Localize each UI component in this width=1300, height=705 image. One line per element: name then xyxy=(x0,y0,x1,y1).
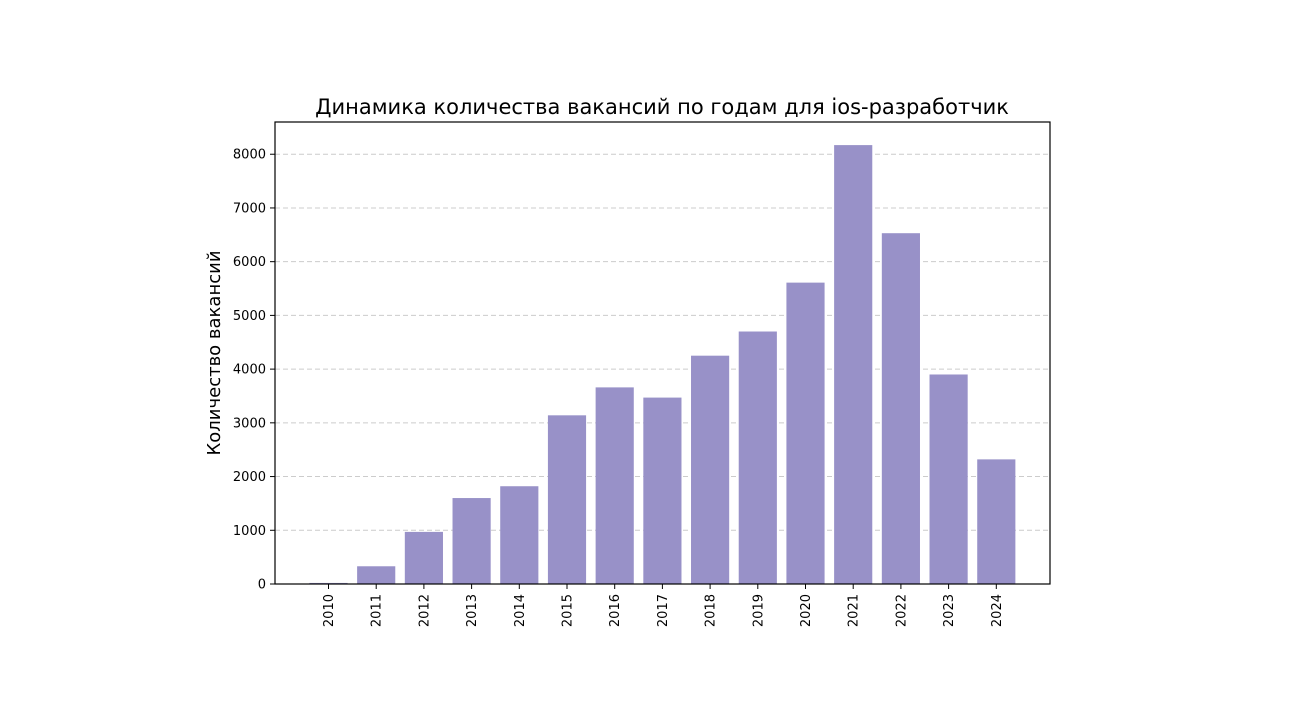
y-tick-label: 2000 xyxy=(233,470,266,485)
x-tick-label: 2012 xyxy=(417,594,432,627)
bar-2017 xyxy=(643,397,682,584)
bar-2015 xyxy=(547,415,587,584)
chart-title: Динамика количества вакансий по годам дл… xyxy=(315,95,1009,119)
bar-2014 xyxy=(500,486,539,584)
x-tick-label: 2022 xyxy=(894,594,909,627)
x-tick-label: 2024 xyxy=(990,594,1005,627)
bars xyxy=(309,145,1016,584)
y-tick-label: 8000 xyxy=(233,148,266,163)
bar-2022 xyxy=(881,233,920,584)
x-ticks: 2010 2011 2012 2013 2014 2015 2016 2017 2018 2019… xyxy=(322,584,1005,627)
y-tick-label: 5000 xyxy=(233,309,266,324)
x-tick-label: 2020 xyxy=(799,594,814,627)
x-tick-label: 2011 xyxy=(370,594,385,627)
bar-2012 xyxy=(404,531,443,584)
bar-2024 xyxy=(977,459,1016,584)
x-tick-label: 2013 xyxy=(465,594,480,627)
x-tick-label: 2018 xyxy=(704,594,719,627)
y-axis-label: Количество вакансий xyxy=(204,250,225,455)
bar-2021 xyxy=(834,145,873,584)
y-tick-label: 1000 xyxy=(233,524,266,539)
x-tick-label: 2014 xyxy=(513,594,528,627)
x-tick-label: 2010 xyxy=(322,594,337,627)
bar-2018 xyxy=(691,355,730,584)
bar-2016 xyxy=(595,387,634,584)
y-tick-label: 7000 xyxy=(233,201,266,216)
y-tick-label: 6000 xyxy=(233,255,266,270)
bar-2011 xyxy=(357,566,396,584)
x-tick-label: 2021 xyxy=(847,594,862,627)
bar-2019 xyxy=(738,331,777,584)
x-tick-label: 2017 xyxy=(656,594,671,627)
x-tick-label: 2019 xyxy=(751,594,766,627)
bar-2013 xyxy=(452,498,491,584)
x-tick-label: 2015 xyxy=(561,594,576,627)
x-tick-label: 2016 xyxy=(608,594,623,627)
y-ticks: 0 1000 2000 3000 4000 5000 6000 7000 8000 xyxy=(233,148,275,593)
bar-2020 xyxy=(786,282,825,584)
y-tick-label: 3000 xyxy=(233,416,266,431)
y-tick-label: 4000 xyxy=(233,363,266,378)
y-tick-label: 0 xyxy=(258,578,266,593)
x-tick-label: 2023 xyxy=(942,594,957,627)
bar-2023 xyxy=(929,374,968,584)
